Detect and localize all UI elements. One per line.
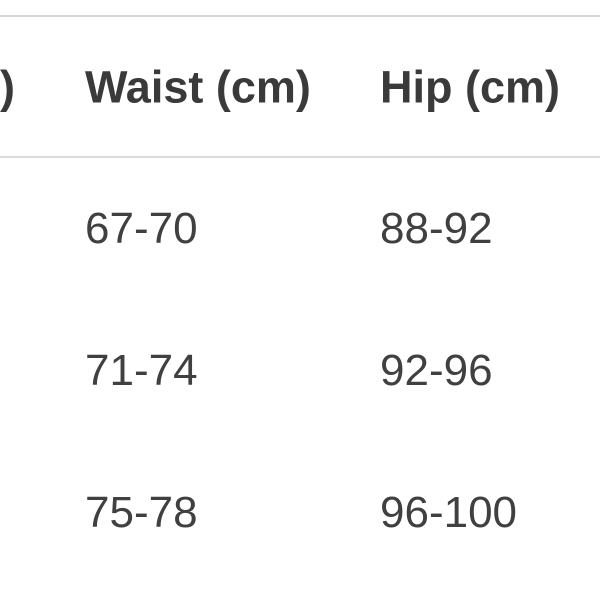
header-underline — [0, 156, 600, 158]
table-row: 67-70 88-92 — [0, 158, 600, 300]
waist-cell: 71-74 — [85, 346, 198, 395]
waist-cell: 75-78 — [85, 488, 198, 537]
hip-cell: 88-92 — [380, 204, 493, 253]
table-row: 75-78 96-100 — [0, 442, 600, 584]
waist-cell: 67-70 — [85, 204, 198, 253]
table-header-row: ) Waist (cm) Hip (cm) — [0, 17, 600, 156]
column-header-hip: Hip (cm) — [380, 61, 560, 112]
column-header-waist: Waist (cm) — [85, 61, 311, 112]
table-top-border — [0, 15, 600, 17]
column-header-partial-cropped: ) — [0, 61, 15, 112]
hip-cell: 96-100 — [380, 488, 518, 537]
hip-cell: 92-96 — [380, 346, 493, 395]
table-row: 71-74 92-96 — [0, 300, 600, 442]
